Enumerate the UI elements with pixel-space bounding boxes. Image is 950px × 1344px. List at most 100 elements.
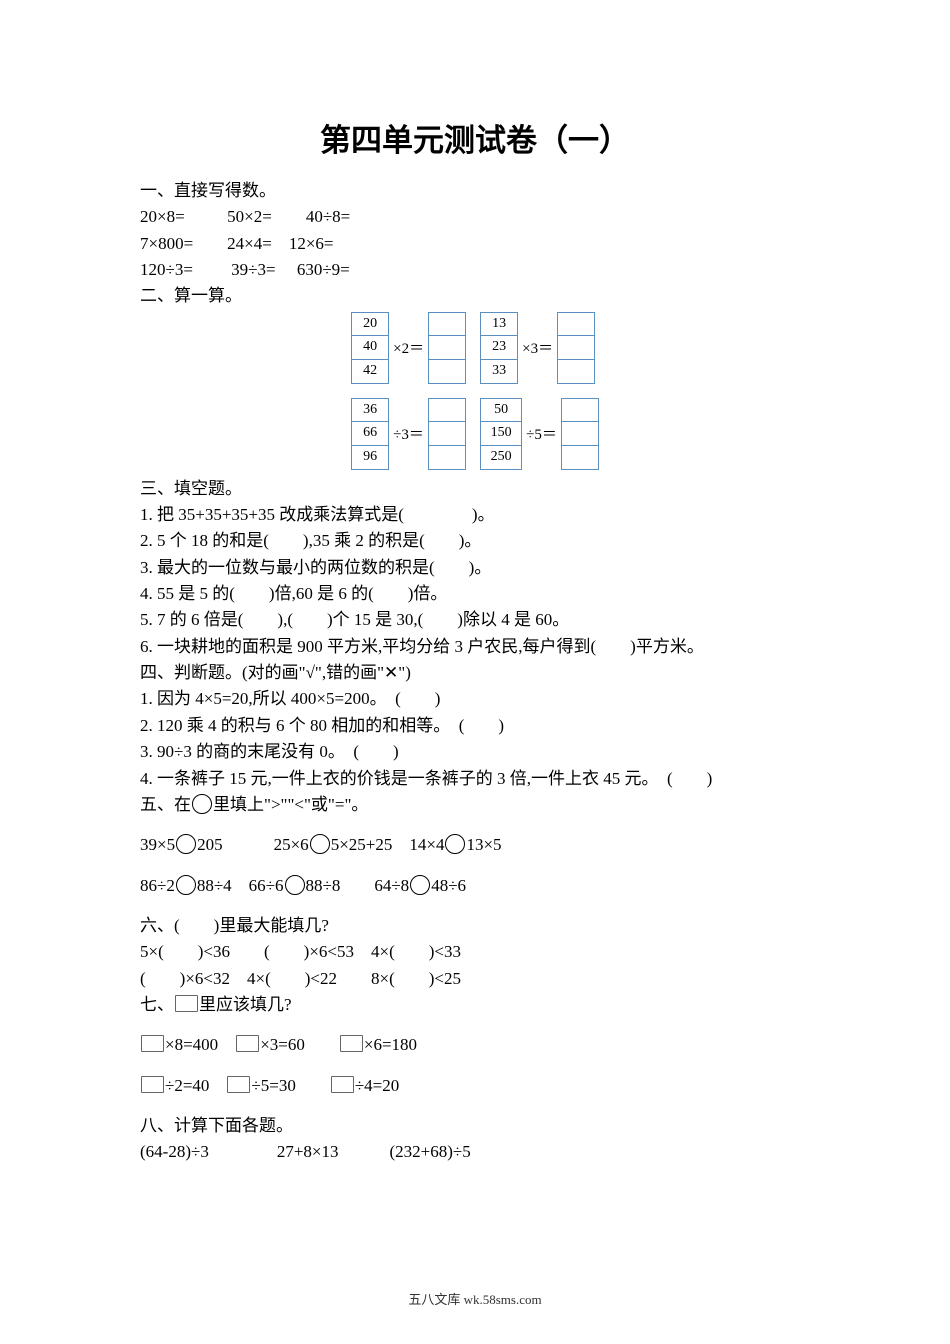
s3-item-6: 6. 一块耕地的面积是 900 平方米,平均分给 3 户农民,每户得到( )平方… xyxy=(140,634,810,660)
calc-tables-col-right: 13 23 33 ×3＝ 50 150 250 ÷5＝ xyxy=(480,312,599,470)
calc-group-2: 13 23 33 ×3＝ xyxy=(480,312,599,384)
section-5-heading: 五、在 里填上">""<"或"="。 xyxy=(140,792,810,818)
s7-r2-b: ÷5=30 xyxy=(251,1076,329,1095)
s5-row-1: 39×5 205 25×6 5×25+25 14×4 13×5 xyxy=(140,832,810,858)
square-box-icon[interactable] xyxy=(331,1076,354,1093)
square-box-icon[interactable] xyxy=(340,1035,363,1052)
square-box-icon[interactable] xyxy=(141,1076,164,1093)
section-6-heading: 六、( )里最大能填几? xyxy=(140,913,810,939)
s4-item-3: 3. 90÷3 的商的末尾没有 0。 ( ) xyxy=(140,739,810,765)
s1-line-3: 120÷3= 39÷3= 630÷9= xyxy=(140,257,810,283)
s3-item-5: 5. 7 的 6 倍是( ),( )个 15 是 30,( )除以 4 是 60… xyxy=(140,607,810,633)
g4-out-0[interactable] xyxy=(561,398,599,422)
g1-in-2: 42 xyxy=(351,360,389,384)
g3-in-1: 66 xyxy=(351,422,389,446)
s5-r2-d: 48÷6 xyxy=(431,876,466,895)
g3-in-0: 36 xyxy=(351,398,389,422)
s7-row-2: ÷2=40 ÷5=30 ÷4=20 xyxy=(140,1073,810,1099)
s5-r1-d: 13×5 xyxy=(466,835,501,854)
s4-item-4: 4. 一条裤子 15 元,一件上衣的价钱是一条裤子的 3 倍,一件上衣 45 元… xyxy=(140,766,810,792)
g1-out-2[interactable] xyxy=(428,360,466,384)
s7-block: ×8=400 ×3=60 ×6=180 ÷2=40 ÷5=30 ÷4=20 xyxy=(140,1032,810,1099)
s5-r2-c: 88÷8 64÷8 xyxy=(306,876,410,895)
g3-outputs xyxy=(428,398,466,470)
s5-r1-a: 39×5 xyxy=(140,835,175,854)
g2-outputs xyxy=(557,312,595,384)
calc-group-4: 50 150 250 ÷5＝ xyxy=(480,398,599,470)
g1-out-0[interactable] xyxy=(428,312,466,336)
worksheet-page: 第四单元测试卷（一） 一、直接写得数。 20×8= 50×2= 40÷8= 7×… xyxy=(0,0,950,1344)
circle-icon[interactable] xyxy=(310,834,330,854)
s7-heading-a: 七、 xyxy=(140,995,174,1014)
g4-in-2: 250 xyxy=(480,446,522,470)
circle-icon[interactable] xyxy=(285,875,305,895)
circle-icon[interactable] xyxy=(176,875,196,895)
g2-op: ×3＝ xyxy=(518,312,557,384)
g1-in-0: 20 xyxy=(351,312,389,336)
g4-in-0: 50 xyxy=(480,398,522,422)
calc-group-3: 36 66 96 ÷3＝ xyxy=(351,398,466,470)
circle-icon[interactable] xyxy=(176,834,196,854)
g4-inputs: 50 150 250 xyxy=(480,398,522,470)
s5-heading-b: 里填上">""<"或"="。 xyxy=(213,795,368,814)
square-box-icon xyxy=(175,995,198,1012)
circle-icon[interactable] xyxy=(410,875,430,895)
g3-inputs: 36 66 96 xyxy=(351,398,389,470)
g1-outputs xyxy=(428,312,466,384)
section-1-heading: 一、直接写得数。 xyxy=(140,178,810,204)
s5-heading-a: 五、在 xyxy=(140,795,191,814)
g4-out-2[interactable] xyxy=(561,446,599,470)
s7-r2-c: ÷4=20 xyxy=(355,1076,399,1095)
s4-item-1: 1. 因为 4×5=20,所以 400×5=200。 ( ) xyxy=(140,686,810,712)
s6-line-2: ( )×6<32 4×( )<22 8×( )<25 xyxy=(140,966,810,992)
s7-r1-a: ×8=400 xyxy=(165,1035,235,1054)
page-title: 第四单元测试卷（一） xyxy=(140,115,810,160)
g2-inputs: 13 23 33 xyxy=(480,312,518,384)
square-box-icon[interactable] xyxy=(141,1035,164,1052)
g2-out-1[interactable] xyxy=(557,336,595,360)
s7-r2-a: ÷2=40 xyxy=(165,1076,226,1095)
g2-out-2[interactable] xyxy=(557,360,595,384)
s7-r1-c: ×6=180 xyxy=(364,1035,417,1054)
s1-line-1: 20×8= 50×2= 40÷8= xyxy=(140,204,810,230)
section-3-heading: 三、填空题。 xyxy=(140,476,810,502)
g1-op: ×2＝ xyxy=(389,312,428,384)
g2-in-2: 33 xyxy=(480,360,518,384)
s5-row-2: 86÷2 88÷4 66÷6 88÷8 64÷8 48÷6 xyxy=(140,873,810,899)
g2-in-0: 13 xyxy=(480,312,518,336)
square-box-icon[interactable] xyxy=(227,1076,250,1093)
s7-heading-b: 里应该填几? xyxy=(199,995,292,1014)
s5-r1-c: 5×25+25 14×4 xyxy=(331,835,445,854)
g2-in-1: 23 xyxy=(480,336,518,360)
g2-out-0[interactable] xyxy=(557,312,595,336)
s3-item-1: 1. 把 35+35+35+35 改成乘法算式是( )。 xyxy=(140,502,810,528)
g3-out-2[interactable] xyxy=(428,446,466,470)
section-7-heading: 七、 里应该填几? xyxy=(140,992,810,1018)
g4-op: ÷5＝ xyxy=(522,398,561,470)
g3-out-1[interactable] xyxy=(428,422,466,446)
s5-r2-b: 88÷4 66÷6 xyxy=(197,876,284,895)
section-8-heading: 八、计算下面各题。 xyxy=(140,1113,810,1139)
calc-group-1: 20 40 42 ×2＝ xyxy=(351,312,466,384)
s5-r1-b: 205 25×6 xyxy=(197,835,309,854)
g4-in-1: 150 xyxy=(480,422,522,446)
g1-in-1: 40 xyxy=(351,336,389,360)
s3-item-3: 3. 最大的一位数与最小的两位数的积是( )。 xyxy=(140,555,810,581)
s5-r2-a: 86÷2 xyxy=(140,876,175,895)
s7-r1-b: ×3=60 xyxy=(260,1035,339,1054)
g4-out-1[interactable] xyxy=(561,422,599,446)
s7-row-1: ×8=400 ×3=60 ×6=180 xyxy=(140,1032,810,1058)
g3-in-2: 96 xyxy=(351,446,389,470)
s1-line-2: 7×800= 24×4= 12×6= xyxy=(140,231,810,257)
g1-inputs: 20 40 42 xyxy=(351,312,389,384)
square-box-icon[interactable] xyxy=(236,1035,259,1052)
s3-item-4: 4. 55 是 5 的( )倍,60 是 6 的( )倍。 xyxy=(140,581,810,607)
g3-op: ÷3＝ xyxy=(389,398,428,470)
calc-tables: 20 40 42 ×2＝ 36 66 96 ÷3＝ xyxy=(140,312,810,470)
section-4-heading: 四、判断题。(对的画"√",错的画"✕") xyxy=(140,660,810,686)
g1-out-1[interactable] xyxy=(428,336,466,360)
calc-tables-col-left: 20 40 42 ×2＝ 36 66 96 ÷3＝ xyxy=(351,312,466,470)
g3-out-0[interactable] xyxy=(428,398,466,422)
circle-icon[interactable] xyxy=(445,834,465,854)
s5-block: 39×5 205 25×6 5×25+25 14×4 13×5 86÷2 88÷4 66… xyxy=(140,832,810,899)
